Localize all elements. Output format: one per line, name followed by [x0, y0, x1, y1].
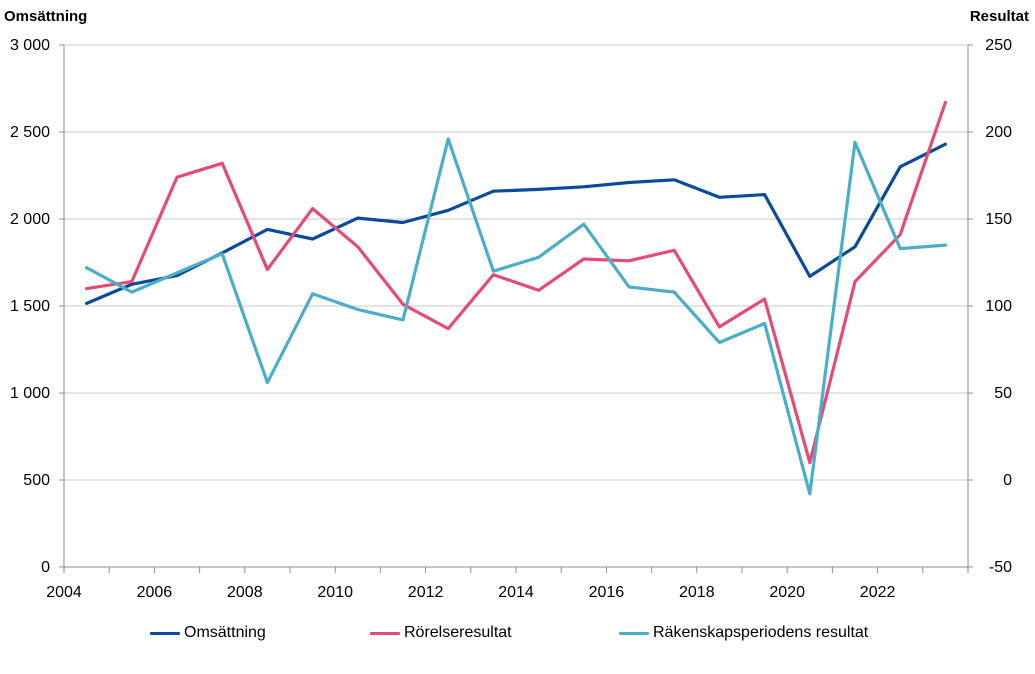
- x-tick-label: 2010: [317, 584, 353, 601]
- y-tick-label-left: 3 000: [10, 37, 50, 54]
- y-tick-label-right: -50: [989, 559, 1012, 576]
- y-tick-label-left: 1 500: [10, 298, 50, 315]
- x-tick-label: 2012: [408, 584, 444, 601]
- y-tick-label-right: 100: [985, 298, 1012, 315]
- y-tick-label-right: 250: [985, 37, 1012, 54]
- y-tick-label-left: 2 500: [10, 124, 50, 141]
- y-tick-label-right: 50: [994, 385, 1012, 402]
- legend-label: Räkenskapsperiodens resultat: [653, 624, 869, 641]
- legend-label: Omsättning: [184, 624, 266, 641]
- line-chart: 0 500 1 000 1 500 2 000 2 500 3 000 -50 0 50 100 15…: [10, 37, 1012, 601]
- series-line-räkenskapsperiodens-resultat: [84, 137, 948, 496]
- y-tick-label-right: 200: [985, 124, 1012, 141]
- x-tick-label: 2020: [769, 584, 805, 601]
- legend-item: Räkenskapsperiodens resultat: [619, 624, 868, 642]
- legend-swatch: [150, 631, 180, 635]
- x-tick-label: 2006: [137, 584, 173, 601]
- series-line-omsättning: [84, 142, 948, 305]
- x-tick-label: 2022: [860, 584, 896, 601]
- x-tick-label: 2018: [679, 584, 715, 601]
- y-tick-label-left: 500: [23, 472, 50, 489]
- legend-label: Rörelseresultat: [404, 624, 512, 641]
- y-tick-label-right: 0: [1003, 472, 1012, 489]
- legend-swatch: [370, 631, 400, 635]
- y-axis-label-right: Resultat: [969, 8, 1029, 25]
- legend-item: Rörelseresultat: [370, 624, 512, 642]
- x-tick-label: 2016: [589, 584, 625, 601]
- x-tick-label: 2014: [498, 584, 534, 601]
- series-line-rörelseresultat: [84, 100, 948, 465]
- x-tick-label: 2004: [46, 584, 82, 601]
- y-tick-label-right: 150: [985, 211, 1012, 228]
- legend-item: Omsättning: [150, 624, 266, 642]
- legend: Omsättning Rörelseresultat Räkenskapsperio…: [0, 624, 1035, 652]
- y-tick-label-left: 1 000: [10, 385, 50, 402]
- y-tick-label-left: 2 000: [10, 211, 50, 228]
- legend-swatch: [619, 631, 649, 635]
- y-tick-label-left: 0: [41, 559, 50, 576]
- x-tick-label: 2008: [227, 584, 263, 601]
- y-axis-label-left: Omsättning: [4, 8, 88, 25]
